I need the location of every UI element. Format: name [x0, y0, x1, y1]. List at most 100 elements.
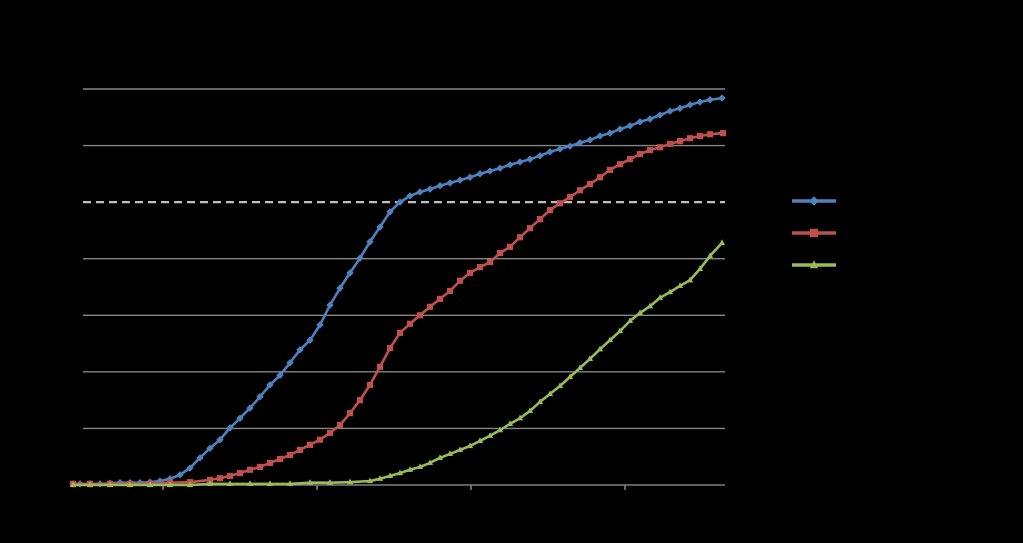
triangle-marker-icon	[666, 288, 674, 295]
diamond-marker-icon	[686, 101, 694, 109]
diamond-marker-icon	[576, 139, 584, 147]
diamond-marker-icon	[666, 107, 674, 115]
triangle-marker-icon	[506, 420, 514, 427]
triangle-marker-icon	[566, 373, 574, 380]
square-marker-icon	[326, 429, 334, 437]
triangle-marker-icon	[466, 442, 474, 449]
square-marker-icon	[526, 225, 534, 232]
diamond-marker-icon	[286, 359, 294, 367]
legend-triangle-marker-icon	[809, 260, 819, 269]
triangle-marker-icon	[496, 426, 504, 433]
triangle-marker-icon	[396, 469, 404, 476]
square-marker-icon	[436, 295, 444, 302]
square-marker-icon	[656, 144, 664, 151]
square-marker-icon	[226, 472, 234, 480]
triangle-marker-icon	[106, 481, 114, 488]
diamond-marker-icon	[486, 167, 494, 175]
triangle-marker-icon	[246, 480, 254, 486]
triangle-marker-icon	[126, 481, 134, 488]
triangle-marker-icon	[586, 355, 594, 361]
triangle-marker-icon	[536, 398, 544, 404]
triangle-marker-icon	[516, 414, 524, 421]
triangle-marker-icon	[606, 336, 614, 343]
diamond-marker-icon	[696, 98, 704, 106]
triangle-marker-icon	[636, 309, 644, 316]
square-marker-icon	[396, 329, 404, 336]
diamond-marker-icon	[186, 464, 194, 472]
square-marker-icon	[676, 137, 684, 145]
diamond-marker-icon	[326, 301, 334, 309]
square-marker-icon	[566, 193, 574, 201]
square-marker-icon	[376, 363, 384, 370]
triangle-marker-icon	[186, 481, 194, 488]
triangle-marker-icon	[486, 432, 494, 438]
square-marker-icon	[576, 187, 584, 194]
legend-entry-2	[792, 228, 836, 238]
triangle-marker-icon	[376, 475, 384, 481]
square-marker-icon	[236, 470, 244, 477]
triangle-marker-icon	[226, 480, 234, 486]
diamond-marker-icon	[466, 173, 474, 181]
square-marker-icon	[386, 345, 394, 352]
square-marker-icon	[286, 451, 294, 459]
diamond-marker-icon	[306, 336, 314, 344]
diamond-marker-icon	[496, 164, 504, 172]
triangle-marker-icon	[556, 382, 564, 389]
square-marker-icon	[556, 200, 564, 207]
square-marker-icon	[296, 446, 304, 454]
square-marker-icon	[216, 475, 224, 482]
square-marker-icon	[446, 287, 454, 295]
triangle-marker-icon	[646, 302, 654, 309]
diamond-marker-icon	[266, 381, 274, 389]
diamond-marker-icon	[336, 284, 344, 292]
triangle-marker-icon	[386, 472, 394, 479]
square-marker-icon	[719, 130, 727, 137]
square-marker-icon	[456, 277, 464, 284]
diamond-marker-icon	[586, 136, 594, 144]
square-marker-icon	[506, 243, 514, 250]
square-marker-icon	[686, 135, 694, 142]
triangle-marker-icon	[306, 479, 314, 485]
square-marker-icon	[426, 303, 434, 310]
diamond-marker-icon	[656, 111, 664, 119]
square-marker-icon	[346, 410, 354, 417]
diamond-marker-icon	[396, 198, 404, 206]
diamond-marker-icon	[636, 118, 644, 126]
triangle-marker-icon	[436, 454, 444, 460]
diamond-marker-icon	[436, 182, 444, 190]
diamond-marker-icon	[416, 188, 424, 196]
square-marker-icon	[406, 320, 414, 327]
diamond-marker-icon	[236, 414, 244, 422]
series-red-square	[69, 130, 727, 487]
legend-diamond-marker-icon	[809, 196, 819, 206]
legend-entry-1	[792, 196, 836, 206]
diamond-marker-icon	[366, 238, 374, 246]
square-marker-icon	[256, 463, 264, 470]
diamond-marker-icon	[616, 125, 624, 133]
legend-entry-3	[792, 260, 836, 269]
square-marker-icon	[706, 131, 714, 138]
diamond-marker-icon	[386, 208, 394, 216]
triangle-marker-icon	[326, 479, 334, 485]
diamond-marker-icon	[456, 176, 464, 184]
square-marker-icon	[696, 132, 704, 140]
triangle-marker-icon	[718, 239, 726, 245]
triangle-marker-icon	[406, 466, 414, 472]
diamond-marker-icon	[296, 346, 304, 354]
diamond-marker-icon	[606, 129, 614, 137]
triangle-marker-icon	[696, 265, 704, 272]
diamond-marker-icon	[346, 269, 354, 277]
diamond-marker-icon	[176, 471, 184, 479]
triangle-marker-icon	[366, 477, 374, 484]
square-marker-icon	[586, 180, 594, 188]
diamond-marker-icon	[476, 170, 484, 178]
series-green-triangle	[69, 239, 726, 488]
triangle-marker-icon	[346, 478, 354, 485]
square-marker-icon	[476, 264, 484, 271]
triangle-marker-icon	[706, 252, 714, 258]
square-marker-icon	[606, 166, 614, 174]
triangle-marker-icon	[426, 459, 434, 466]
triangle-marker-icon	[416, 463, 424, 469]
